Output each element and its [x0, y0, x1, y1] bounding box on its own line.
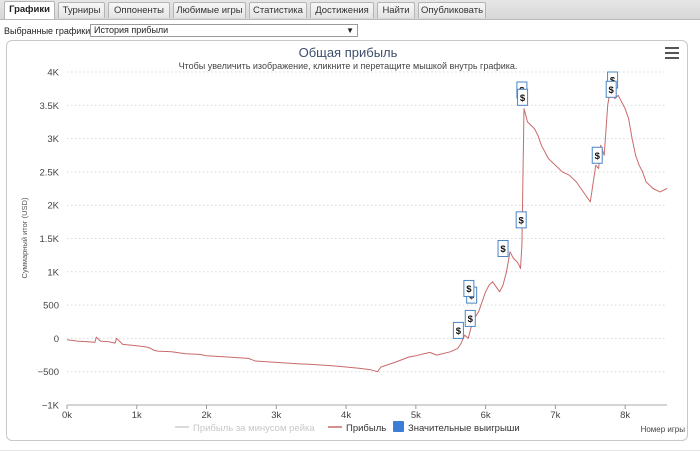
tab-achievements[interactable]: Достижения — [310, 2, 374, 18]
hamburger-menu-icon[interactable] — [665, 47, 679, 59]
chart-selector-value: История прибыли — [94, 25, 169, 35]
chart-panel — [6, 40, 688, 441]
tab-charts[interactable]: Графики — [4, 1, 55, 19]
tab-tournaments[interactable]: Турниры — [58, 2, 105, 18]
tab-statistics[interactable]: Статистика — [249, 2, 307, 18]
chart-selector-dropdown[interactable]: История прибыли ▼ — [90, 24, 358, 37]
chart-selector-label: Выбранные графики: — [4, 26, 93, 36]
tab-search[interactable]: Найти — [377, 2, 415, 18]
tab-opponents[interactable]: Оппоненты — [108, 2, 170, 18]
tab-bar: Графики Турниры Оппоненты Любимые игры С… — [0, 0, 700, 20]
dropdown-arrow-icon: ▼ — [346, 26, 354, 35]
tab-favorite-games[interactable]: Любимые игры — [173, 2, 246, 18]
page-bottom-border — [0, 450, 700, 451]
tab-publish[interactable]: Опубликовать — [418, 2, 486, 18]
